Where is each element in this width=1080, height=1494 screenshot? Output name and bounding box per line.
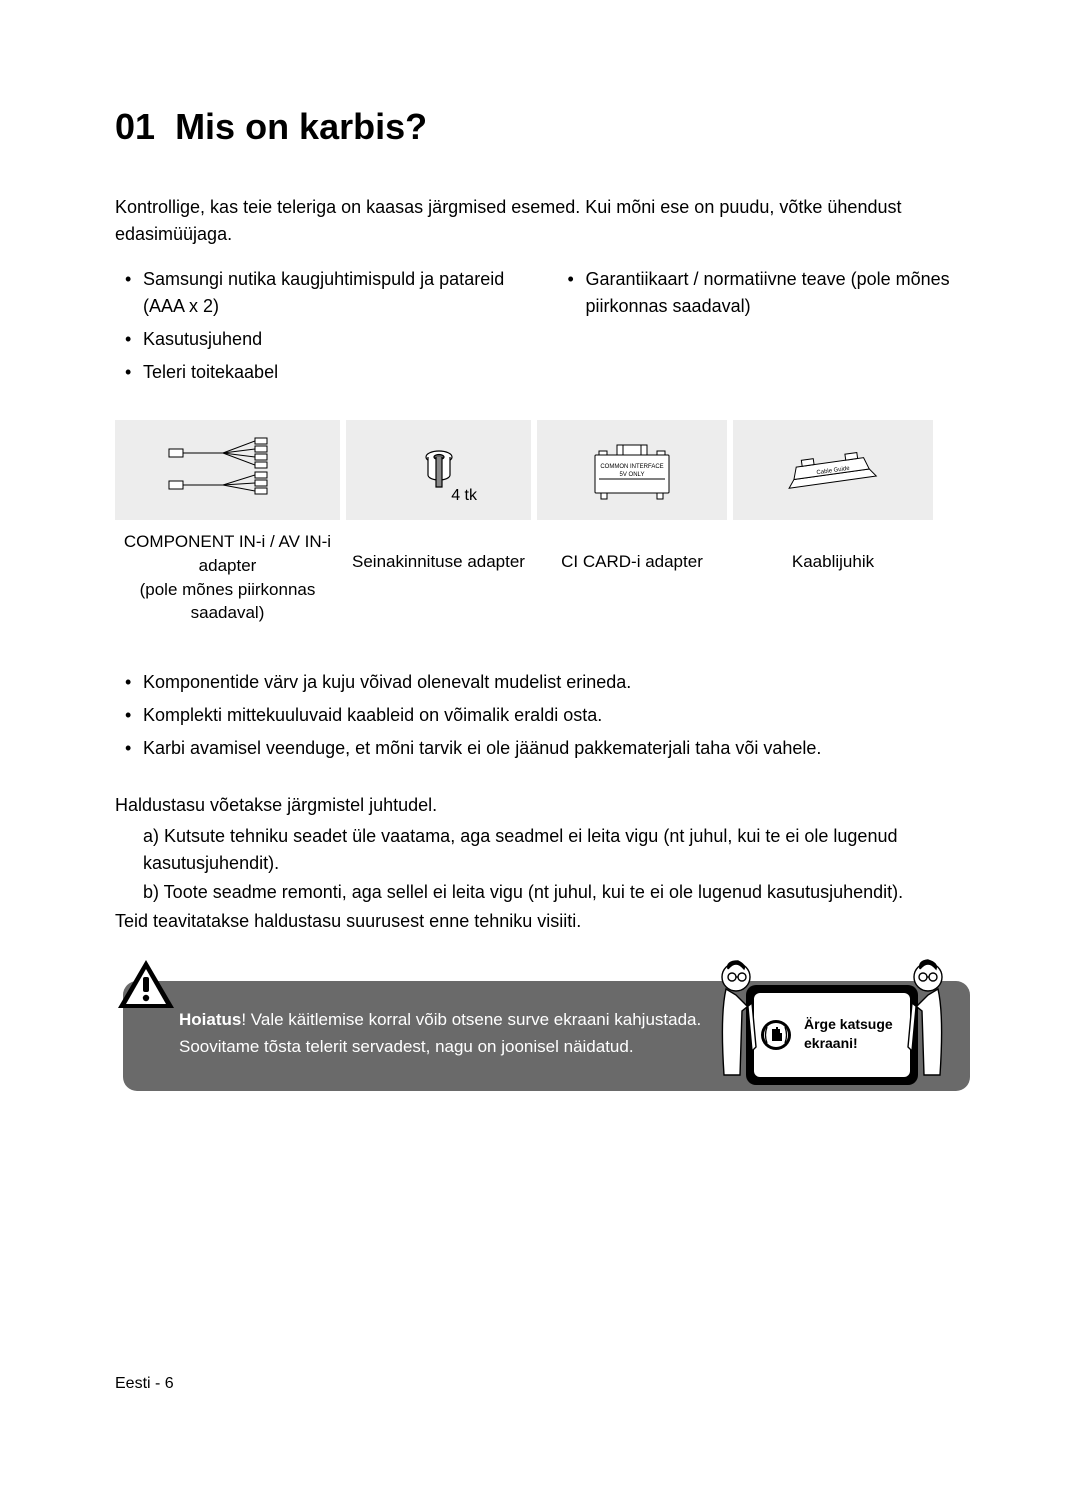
quantity-label: 4 tk — [451, 484, 477, 508]
warning-bold: Hoiatus — [179, 1010, 241, 1029]
warning-text: ! Vale käitlemise korral võib otsene sur… — [179, 1010, 701, 1055]
accessory-illustrations: 4 tk COMMON INTERFACE 5V ONLY — [115, 420, 970, 520]
ci-label-bottom: 5V ONLY — [620, 472, 645, 478]
list-item: Karbi avamisel veenduge, et mõni tarvik … — [143, 735, 970, 762]
fee-intro: Haldustasu võetakse järgmistel juhtudel. — [115, 792, 970, 819]
caption-ci-card: CI CARD-i adapter — [537, 530, 727, 625]
accessory-captions: COMPONENT IN-i / AV IN-i adapter (pole m… — [115, 530, 970, 625]
accessory-cell-wall-mount: 4 tk — [346, 420, 531, 520]
list-item: Garantiikaart / normatiivne teave (pole … — [586, 266, 971, 320]
heading-title: Mis on karbis? — [175, 106, 427, 147]
fee-outro: Teid teavitatakse haldustasu suurusest e… — [115, 908, 970, 935]
warning-box: Hoiatus! Vale käitlemise korral võib ots… — [123, 981, 970, 1091]
included-items-list: Samsungi nutika kaugjuhtimispuld ja pata… — [115, 266, 970, 392]
caption-component-adapter: COMPONENT IN-i / AV IN-i adapter (pole m… — [115, 530, 340, 625]
do-not-touch-label: Ärge katsuge ekraani! — [804, 1015, 914, 1053]
ci-label-top: COMMON INTERFACE — [600, 464, 663, 470]
page-footer: Eesti - 6 — [115, 1372, 174, 1396]
intro-paragraph: Kontrollige, kas teie teleriga on kaasas… — [115, 194, 970, 248]
list-item: Samsungi nutika kaugjuhtimispuld ja pata… — [143, 266, 528, 320]
cable-guide-icon: Cable Guide — [773, 440, 893, 500]
footer-language: Eesti — [115, 1375, 151, 1392]
list-item: Komplekti mittekuuluvaid kaableid on või… — [143, 702, 970, 729]
section-heading: 01 Mis on karbis? — [115, 100, 970, 154]
caption-cable-guide: Kaablijuhik — [733, 530, 933, 625]
ci-card-adapter-icon: COMMON INTERFACE 5V ONLY — [577, 435, 687, 505]
caption-wall-mount: Seinakinnituse adapter — [346, 530, 531, 625]
accessory-cell-component-adapter — [115, 420, 340, 520]
accessory-cell-cable-guide: Cable Guide — [733, 420, 933, 520]
fee-item-b: b) Toote seadme remonti, aga sellel ei l… — [115, 879, 970, 906]
heading-number: 01 — [115, 106, 155, 147]
notes-section: Komponentide värv ja kuju võivad oleneva… — [115, 669, 970, 762]
fee-item-a: a) Kutsute tehniku seadet üle vaatama, a… — [115, 823, 970, 877]
list-item: Kasutusjuhend — [143, 326, 528, 353]
component-cable-icon — [163, 435, 293, 505]
accessory-cell-ci-card: COMMON INTERFACE 5V ONLY — [537, 420, 727, 520]
warning-section: Hoiatus! Vale käitlemise korral võib ots… — [115, 981, 970, 1091]
list-item: Teleri toitekaabel — [143, 359, 528, 386]
footer-page-number: 6 — [165, 1375, 174, 1392]
list-item: Komponentide värv ja kuju võivad oleneva… — [143, 669, 970, 696]
warning-triangle-icon — [115, 957, 177, 1013]
